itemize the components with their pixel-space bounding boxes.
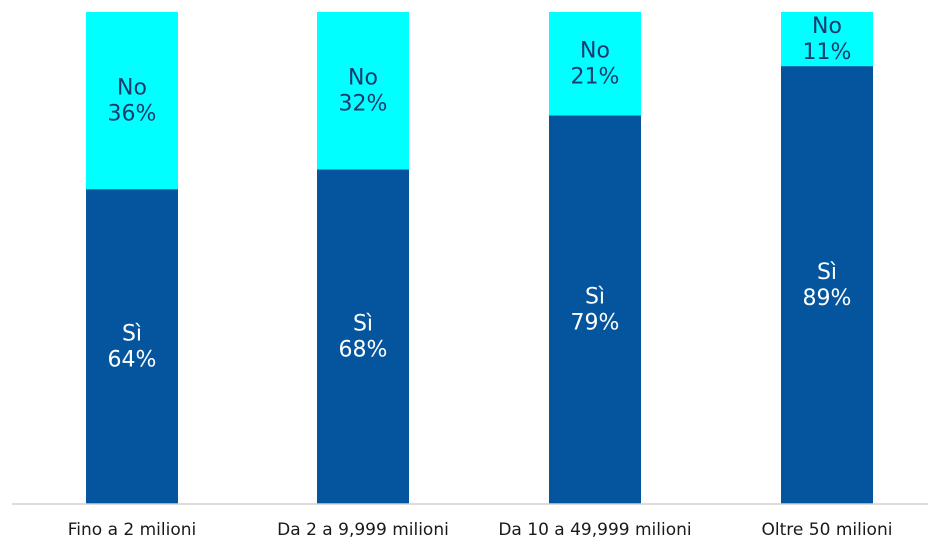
bar-si-fino-a-2-milioni — [86, 189, 178, 504]
bars-layer — [86, 12, 873, 505]
category-axis-labels: Fino a 2 milioni Da 2 a 9,999 milioni Da 1… — [68, 520, 893, 540]
segment-value-label: 64% — [108, 348, 157, 373]
segment-series-label: Sì — [122, 322, 142, 347]
bar-no-oltre-50-milioni — [781, 12, 873, 67]
segment-value-label: 79% — [571, 311, 620, 336]
segment-value-label: 68% — [339, 338, 388, 363]
category-label-fino-a-2-milioni: Fino a 2 milioni — [68, 520, 197, 540]
segment-series-label: No — [348, 66, 378, 91]
segment-series-label: Sì — [817, 260, 837, 285]
bar-si-da-10-a-49-999-milioni — [549, 115, 641, 504]
segment-value-label: 11% — [803, 40, 852, 65]
segment-value-label: 89% — [803, 286, 852, 311]
category-label-oltre-50-milioni: Oltre 50 milioni — [762, 520, 893, 540]
bar-no-fino-a-2-milioni — [86, 12, 178, 190]
segment-series-label: No — [812, 14, 842, 39]
category-label-da-10-a-49-999-milioni: Da 10 a 49,999 milioni — [498, 520, 691, 540]
category-label-da-2-a-9-999-milioni: Da 2 a 9,999 milioni — [277, 520, 449, 540]
segment-series-label: Sì — [585, 285, 605, 310]
segment-series-label: Sì — [353, 312, 373, 337]
segment-series-label: No — [580, 39, 610, 64]
segment-series-label: No — [117, 76, 147, 101]
segment-value-label: 32% — [339, 92, 388, 117]
bar-si-oltre-50-milioni — [781, 66, 873, 505]
segment-value-label: 21% — [571, 65, 620, 90]
segment-value-label: 36% — [108, 102, 157, 127]
bar-no-da-2-a-9-999-milioni — [317, 12, 409, 170]
bar-si-da-2-a-9-999-milioni — [317, 169, 409, 504]
bar-no-da-10-a-49-999-milioni — [549, 12, 641, 116]
